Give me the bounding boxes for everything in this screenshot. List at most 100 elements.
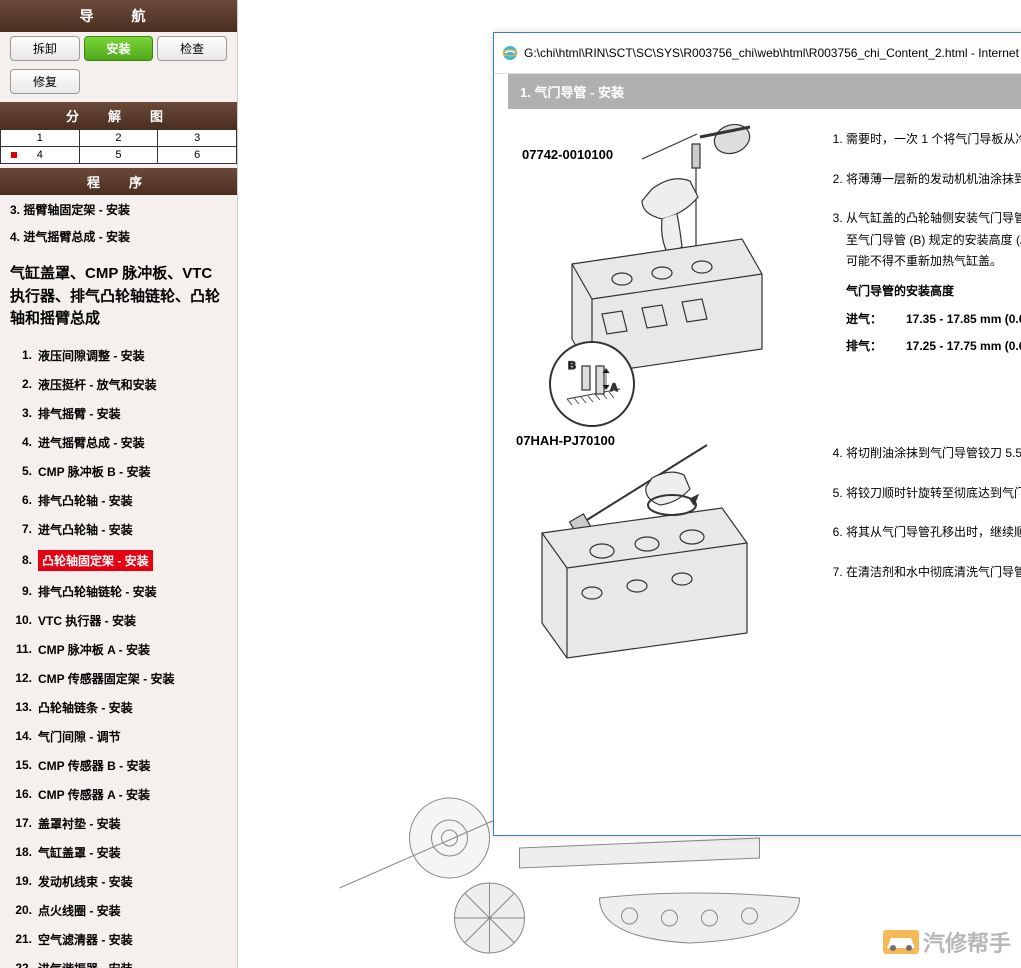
- toc-item-number: 19.: [10, 874, 32, 888]
- toc-item-number: 12.: [10, 671, 32, 685]
- toc-item-link[interactable]: CMP 脉冲板 A - 安装: [38, 641, 150, 658]
- window-path: G:\chi\html\RIN\SCT\SC\SYS\R003756_chi\w…: [524, 46, 1021, 60]
- nav-title: 导 航: [0, 0, 237, 32]
- toc-item[interactable]: 3. 排气摇臂 - 安装: [10, 405, 227, 422]
- toc-item-number: 18.: [10, 845, 32, 859]
- grid-cell[interactable]: 5: [79, 147, 158, 164]
- toc-item-link[interactable]: VTC 执行器 - 安装: [38, 612, 136, 629]
- toc-list: 1.液压间隙调整 - 安装 2. 液压挺杆 - 放气和安装 3. 排气摇臂 - 安装 4.…: [10, 347, 227, 968]
- toc-item-number: 15.: [10, 758, 32, 772]
- prev-section-links: 3. 摇臂轴固定架 - 安装 4. 进气摇臂总成 - 安装: [10, 201, 227, 245]
- toc-item-link[interactable]: 盖罩衬垫 - 安装: [38, 815, 121, 832]
- install-button[interactable]: 安装: [84, 36, 154, 61]
- inspect-button[interactable]: 检查: [157, 36, 227, 61]
- toc-item-link[interactable]: 凸轮轴链条 - 安装: [38, 699, 133, 716]
- toc-item-number: 10.: [10, 613, 32, 627]
- toc-item[interactable]: 17. 盖罩衬垫 - 安装: [10, 815, 227, 832]
- toc-item[interactable]: 10. VTC 执行器 - 安装: [10, 612, 227, 629]
- illustration-1: B A: [512, 119, 792, 409]
- toc-item[interactable]: 16.CMP 传感器 A - 安装: [10, 786, 227, 803]
- toc-item-link[interactable]: 排气凸轮轴链轮 - 安装: [38, 583, 157, 600]
- toc-item[interactable]: 9. 排气凸轮轴链轮 - 安装: [10, 583, 227, 600]
- content-area[interactable]: 1. 气门导管 - 安装 07742-0010100: [494, 74, 1021, 835]
- toc-item-number: 22.: [10, 961, 32, 968]
- toc-item-link[interactable]: 空气滤清器 - 安装: [38, 931, 133, 948]
- toc-item-number: 3.: [10, 406, 32, 420]
- toc-item-link[interactable]: CMP 脉冲板 B - 安装: [38, 463, 150, 480]
- toc-item-number: 6.: [10, 493, 32, 507]
- explode-header: 分 解 图: [0, 102, 237, 129]
- toc-item-link[interactable]: 排气凸轮轴 - 安装: [38, 492, 133, 509]
- toc-item-number: 20.: [10, 903, 32, 917]
- svg-text:B: B: [568, 360, 576, 372]
- step-item: 在清洁剂和水中彻底清洗气门导管，以清除所有切屑。: [846, 562, 1021, 584]
- toc-item-number: 5.: [10, 464, 32, 478]
- toc-item-number: 14.: [10, 729, 32, 743]
- toc-item-link[interactable]: 气缸盖罩 - 安装: [38, 844, 121, 861]
- toc-item-link[interactable]: CMP 传感器 A - 安装: [38, 786, 150, 803]
- spec-exhaust-value: 17.25 - 17.75 mm (0.6791 - 0.6988 in): [906, 336, 1021, 358]
- toc-item[interactable]: 6. 排气凸轮轴 - 安装: [10, 492, 227, 509]
- toc-item-number: 9.: [10, 584, 32, 598]
- toc-item-link[interactable]: 排气摇臂 - 安装: [38, 405, 121, 422]
- repair-button[interactable]: 修复: [10, 69, 80, 94]
- spec-exhaust-label: 排气：: [846, 336, 906, 358]
- step-item: 从气缸盖的凸轮轴侧安装气门导管；使用气门导管拆装器将气门导管压至气门导管 (B)…: [846, 208, 1021, 358]
- toc-item-link[interactable]: 进气凸轮轴 - 安装: [38, 521, 133, 538]
- grid-cell[interactable]: 2: [79, 130, 158, 147]
- explode-grid: 1 2 3 4 5 6: [0, 129, 237, 164]
- toc-item[interactable]: 19. 发动机线束 - 安装: [10, 873, 227, 890]
- spec-intake-value: 17.35 - 17.85 mm (0.6831 - 0.7028 in): [906, 309, 1021, 331]
- svg-text:A: A: [610, 382, 618, 394]
- toc-item-link[interactable]: 液压间隙调整 - 安装: [38, 347, 145, 364]
- toc-item[interactable]: 15. CMP 传感器 B - 安装: [10, 757, 227, 774]
- toc-item[interactable]: 4.进气摇臂总成 - 安装: [10, 434, 227, 451]
- toc-item-link[interactable]: CMP 传感器固定架 - 安装: [38, 670, 174, 687]
- toc-item-number: 8.: [10, 553, 32, 567]
- step-item: 将切削油涂抹到气门导管铰刀 5.525 mm 和气门导管上。: [846, 443, 1021, 465]
- toc-item-link[interactable]: 进气谐振器 - 安装: [38, 960, 133, 968]
- toc-item-link[interactable]: 凸轮轴固定架 - 安装: [38, 550, 153, 571]
- grid-cell[interactable]: 3: [158, 130, 237, 147]
- toc-item[interactable]: 13. 凸轮轴链条 - 安装: [10, 699, 227, 716]
- toc-item[interactable]: 7.进气凸轮轴 - 安装: [10, 521, 227, 538]
- toc-item-link[interactable]: CMP 传感器 B - 安装: [38, 757, 150, 774]
- toc-item[interactable]: 8. 凸轮轴固定架 - 安装: [10, 550, 227, 571]
- prev-link[interactable]: 3. 摇臂轴固定架 - 安装: [10, 201, 227, 218]
- section-heading: 气缸盖罩、CMP 脉冲板、VTC 执行器、排气凸轮轴链轮、凸轮轴和摇臂总成: [10, 263, 227, 331]
- step-item: 将薄薄一层新的发动机机油涂抹到气门导管的外侧。: [846, 169, 1021, 191]
- toc-item[interactable]: 1.液压间隙调整 - 安装: [10, 347, 227, 364]
- toc-item-link[interactable]: 发动机线束 - 安装: [38, 873, 133, 890]
- toc-item-link[interactable]: 点火线圈 - 安装: [38, 902, 121, 919]
- toc-item-link[interactable]: 气门间隙 - 调节: [38, 728, 121, 745]
- toc-item[interactable]: 21. 空气滤清器 - 安装: [10, 931, 227, 948]
- step-item: 需要时，一次 1 个将气门导板从冷冻室中取出。: [846, 129, 1021, 151]
- grid-cell[interactable]: 6: [158, 147, 237, 164]
- proc-header: 程 序: [0, 168, 237, 195]
- toc-item-link[interactable]: 进气摇臂总成 - 安装: [38, 434, 145, 451]
- step-item: 将其从气门导管孔移出时，继续顺时针旋转铰刀。: [846, 522, 1021, 544]
- toc-item[interactable]: 20. 点火线圈 - 安装: [10, 902, 227, 919]
- watermark-icon: [883, 930, 919, 954]
- toc-item[interactable]: 11.CMP 脉冲板 A - 安装: [10, 641, 227, 658]
- window-titlebar[interactable]: G:\chi\html\RIN\SCT\SC\SYS\R003756_chi\w…: [494, 33, 1021, 74]
- grid-cell-marked[interactable]: 4: [1, 147, 80, 164]
- toc-item-link[interactable]: 液压挺杆 - 放气和安装: [38, 376, 157, 393]
- toc-item[interactable]: 5. CMP 脉冲板 B - 安装: [10, 463, 227, 480]
- toc-item[interactable]: 18. 气缸盖罩 - 安装: [10, 844, 227, 861]
- toc-item[interactable]: 12. CMP 传感器固定架 - 安装: [10, 670, 227, 687]
- grid-cell[interactable]: 1: [1, 130, 80, 147]
- toc-item-number: 2.: [10, 377, 32, 391]
- remove-button[interactable]: 拆卸: [10, 36, 80, 61]
- toc-item[interactable]: 14. 气门间隙 - 调节: [10, 728, 227, 745]
- toc-item[interactable]: 2. 液压挺杆 - 放气和安装: [10, 376, 227, 393]
- watermark: 汽修帮手: [883, 926, 1011, 958]
- toc-item-number: 17.: [10, 816, 32, 830]
- spec-intake-label: 进气：: [846, 309, 906, 331]
- ie-popup-window: G:\chi\html\RIN\SCT\SC\SYS\R003756_chi\w…: [493, 32, 1021, 836]
- toc-item-number: 13.: [10, 700, 32, 714]
- toc-item[interactable]: 22. 进气谐振器 - 安装: [10, 960, 227, 968]
- toc-item-number: 21.: [10, 932, 32, 946]
- illustration-2: [512, 433, 792, 673]
- prev-link[interactable]: 4. 进气摇臂总成 - 安装: [10, 228, 227, 245]
